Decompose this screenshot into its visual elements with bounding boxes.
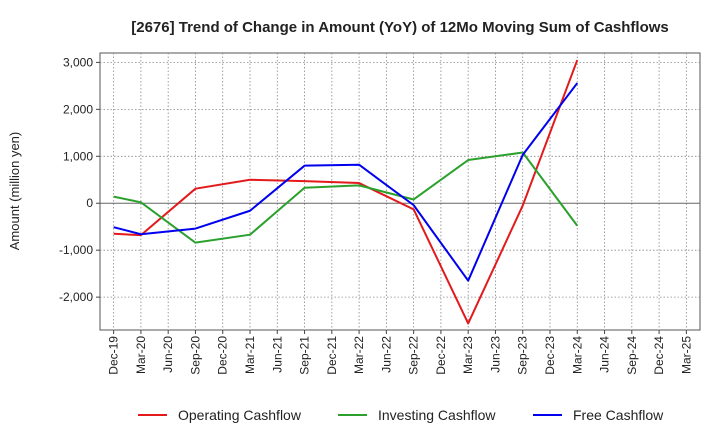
x-tick-label: Sep-21 <box>298 336 312 375</box>
x-tick-label: Sep-23 <box>516 336 530 375</box>
x-tick-label: Mar-21 <box>243 336 257 374</box>
x-tick-label: Dec-22 <box>434 336 448 375</box>
y-tick-label: -1,000 <box>59 243 93 257</box>
x-tick-label: Mar-23 <box>461 336 475 374</box>
y-tick-label: 2,000 <box>63 102 93 116</box>
x-tick-label: Dec-20 <box>216 336 230 375</box>
y-axis: 3,000 2,000 1,000 0 -1,000 -2,000 <box>59 55 100 304</box>
y-axis-label: Amount (million yen) <box>7 132 22 251</box>
legend-label-investing-cashflow: Investing Cashflow <box>378 407 496 423</box>
y-tick-label: 1,000 <box>63 149 93 163</box>
plot-area <box>99 52 701 331</box>
legend-label-free-cashflow: Free Cashflow <box>573 407 664 423</box>
x-tick-label: Dec-23 <box>543 336 557 375</box>
x-tick-label: Mar-24 <box>570 336 584 374</box>
x-tick-label: Sep-20 <box>188 336 202 375</box>
y-tick-label: 0 <box>86 196 93 210</box>
series-line-investing-cashflow <box>113 151 579 244</box>
x-tick-label: Jun-21 <box>270 336 284 373</box>
grid-lines <box>100 53 700 330</box>
y-tick-label: 3,000 <box>63 55 93 69</box>
x-tick-label: Dec-19 <box>107 336 121 375</box>
x-tick-label: Jun-23 <box>488 336 502 373</box>
x-tick-label: Jun-22 <box>379 336 393 373</box>
series-line-free-cashflow <box>113 82 579 282</box>
legend-label-operating-cashflow: Operating Cashflow <box>178 407 302 423</box>
x-tick-label: Mar-20 <box>134 336 148 374</box>
legend: Operating Cashflow Investing Cashflow Free… <box>138 407 664 423</box>
x-tick-label: Mar-25 <box>679 336 693 374</box>
series-lines <box>113 59 579 325</box>
y-tick-label: -2,000 <box>59 290 93 304</box>
chart-title: [2676] Trend of Change in Amount (YoY) o… <box>131 19 669 36</box>
x-tick-label: Jun-24 <box>598 336 612 373</box>
x-axis: Dec-19 Mar-20 Jun-20 Sep-20 Dec-20 Mar-21 Jun-… <box>107 330 693 375</box>
x-tick-label: Dec-24 <box>652 336 666 375</box>
x-tick-label: Sep-24 <box>625 336 639 375</box>
series-line-operating-cashflow <box>113 59 579 325</box>
x-tick-label: Jun-20 <box>161 336 175 373</box>
x-tick-label: Mar-22 <box>352 336 366 374</box>
x-tick-label: Dec-21 <box>325 336 339 375</box>
x-tick-label: Sep-22 <box>407 336 421 375</box>
